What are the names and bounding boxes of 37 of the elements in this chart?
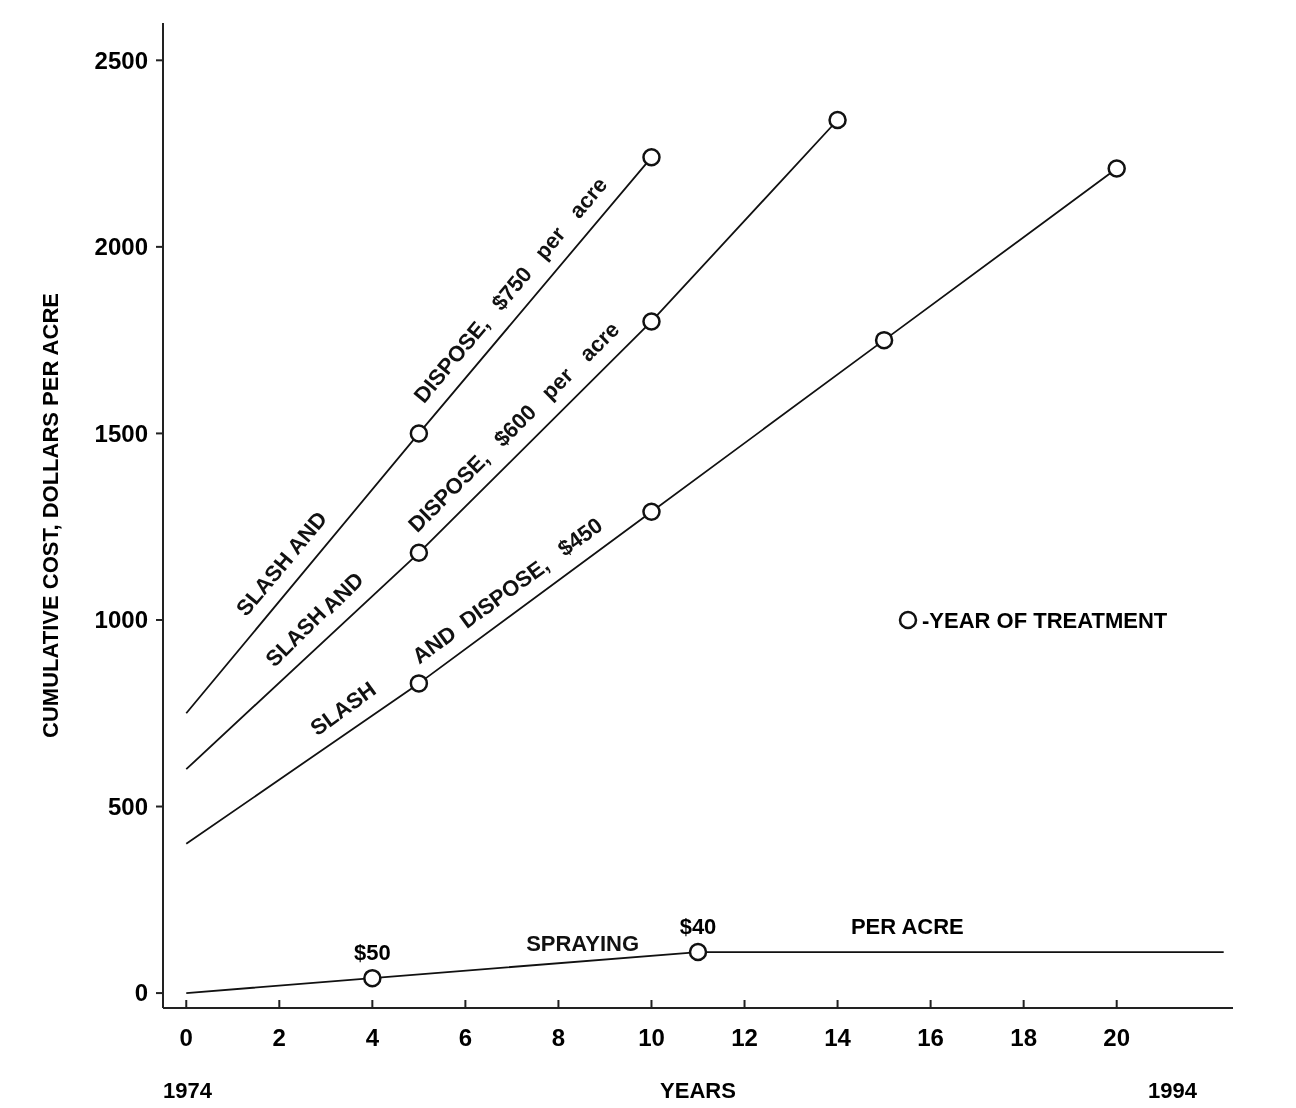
- series-label: SPRAYING: [526, 931, 640, 957]
- text: 1974: [163, 1078, 213, 1103]
- point: [688, 942, 708, 962]
- annotation: $50: [353, 940, 391, 966]
- x-axis-title: YEARS: [660, 1078, 736, 1103]
- point: [642, 502, 661, 522]
- y-tick-label: 500: [107, 792, 148, 820]
- x-tick-label: 12: [731, 1024, 758, 1051]
- y-axis-title: CUMULATIVE COST, DOLLARS PER ACRE: [38, 293, 63, 738]
- point: [642, 312, 661, 331]
- point: [409, 674, 429, 693]
- point: [1107, 159, 1126, 178]
- annotation: $40: [679, 914, 717, 940]
- legend-label: -YEAR OF TREATMENT: [922, 607, 1168, 633]
- text: 1994: [1148, 1078, 1198, 1103]
- point: [363, 968, 382, 988]
- y-tick-label: 0: [134, 979, 148, 1007]
- y-tick-label: 2000: [94, 233, 148, 261]
- x-tick-label: 18: [1010, 1024, 1037, 1051]
- x-tick-label: 16: [917, 1024, 944, 1051]
- x-tick-label: 4: [365, 1024, 380, 1051]
- x-tick-label: 2: [272, 1024, 286, 1051]
- point: [642, 148, 661, 167]
- point: [409, 543, 429, 563]
- annotation: PER ACRE: [850, 914, 964, 940]
- y-tick-label: 2500: [94, 46, 148, 74]
- x-tick-label: 6: [458, 1024, 473, 1051]
- x-tick-label: 10: [638, 1024, 665, 1051]
- point: [828, 110, 847, 130]
- x-tick-label: 0: [179, 1024, 193, 1051]
- x-tick-label: 14: [824, 1024, 852, 1051]
- x-tick-label: 20: [1103, 1024, 1131, 1051]
- y-tick-label: 1000: [94, 606, 148, 634]
- x-tick-label: 8: [551, 1024, 566, 1051]
- point: [874, 330, 894, 350]
- y-tick-label: 1500: [94, 419, 148, 447]
- point: [409, 424, 429, 443]
